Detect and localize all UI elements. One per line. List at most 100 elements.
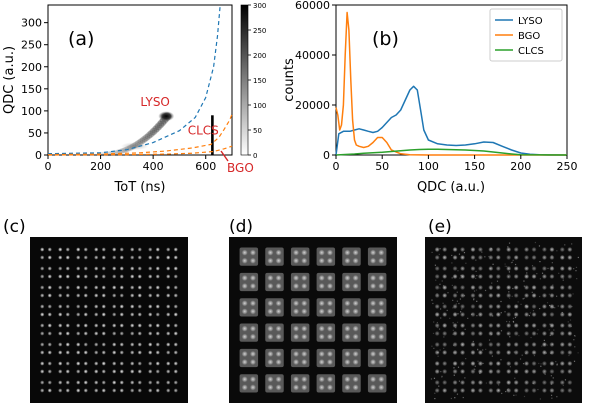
crystal-spot [452,303,458,310]
crystal-spot [531,341,537,348]
crystal-spot [130,312,135,317]
noise-speck [454,389,456,391]
crystal-spot [513,341,519,348]
crystal-spot [47,323,52,328]
panel-e-label: (e) [428,217,452,237]
panel-a-y-ticks: 0 50 100 150 200 250 300 [21,17,48,162]
noise-speck [439,287,441,289]
noise-speck [479,372,481,374]
crystal-spot [137,342,142,347]
crystal-spot [318,249,325,256]
crystal-spot [344,376,351,383]
crystal-spot [40,247,45,252]
crystal-spot [342,348,361,368]
annotation-bgo-arrow [220,150,229,162]
noise-speck [573,268,575,270]
noise-speck [500,312,502,314]
crystal-spot [112,369,117,374]
crystal-spot [567,273,573,280]
crystal-spot [130,388,135,393]
crystal-spot [442,292,448,299]
heat-band-mark [153,124,161,132]
noise-speck [432,332,435,335]
noise-speck [555,361,557,363]
crystal-spot [559,284,565,291]
crystal-spot [434,284,440,291]
crystal-spot [488,246,494,253]
crystal-spot [119,380,124,385]
crystal-spot [290,272,310,292]
crystal-spot [523,254,530,261]
noise-speck [539,260,541,263]
crystal-spot [101,304,106,309]
crystal-spot [290,298,310,317]
crystal-spot [58,388,63,393]
crystal-spot [83,369,88,374]
noise-speck [449,317,451,319]
crystal-spot [318,282,325,290]
crystal-spot [119,274,124,279]
crystal-spot [488,322,494,329]
crystal-spot [326,325,334,332]
crystal-spot [47,331,52,336]
noise-speck [458,302,460,305]
crystal-spot [101,266,106,271]
crystal-spot [83,304,88,309]
noise-speck [540,365,542,367]
panel-b-legend [489,8,563,62]
crystal-spot [58,350,63,355]
crystal-spot [275,333,282,340]
x-tick-label: 200 [510,160,531,173]
crystal-spot [173,361,178,366]
crystal-spot [470,360,476,367]
crystal-spot [249,308,257,315]
crystal-spot [531,330,537,337]
noise-speck [501,392,503,395]
crystal-spot [318,308,325,315]
crystal-spot [58,274,63,279]
crystal-spot [513,379,519,386]
crystal-spot [442,322,448,329]
noise-speck [485,382,488,384]
crystal-spot [567,254,573,261]
noise-speck [441,375,443,377]
crystal-spot [112,304,117,309]
crystal-spot [148,361,153,366]
noise-speck [473,290,476,292]
crystal-spot [275,249,282,256]
crystal-spot [166,361,171,366]
crystal-spot [567,311,573,318]
crystal-spot [94,293,99,298]
noise-speck [509,336,511,338]
noise-speck [551,343,554,345]
crystal-spot [434,360,440,367]
crystal-spot [434,387,440,394]
crystal-spot [47,380,52,385]
crystal-spot [369,300,377,307]
noise-speck [523,297,525,299]
crystal-spot [137,361,142,366]
crystal-spot [58,266,63,271]
noise-speck [537,388,539,391]
colorbar-tick-label: 250 [253,27,266,35]
crystal-spot [459,265,466,272]
crystal-spot [549,322,555,329]
crystal-spot [434,322,440,329]
crystal-spot [58,380,63,385]
crystal-spot [166,380,171,385]
crystal-spot [155,369,160,374]
noise-speck [433,321,435,323]
crystal-spot [369,257,377,264]
y-tick-label: 100 [21,105,42,118]
crystal-spot [148,274,153,279]
crystal-spot [83,342,88,347]
crystal-spot [523,322,530,329]
crystal-spot [378,300,385,307]
crystal-spot [541,330,548,337]
noise-speck [575,266,578,269]
noise-speck [498,294,500,296]
noise-speck [439,283,441,285]
noise-speck [569,285,571,287]
crystal-spot [249,333,257,340]
crystal-spot [452,284,458,291]
